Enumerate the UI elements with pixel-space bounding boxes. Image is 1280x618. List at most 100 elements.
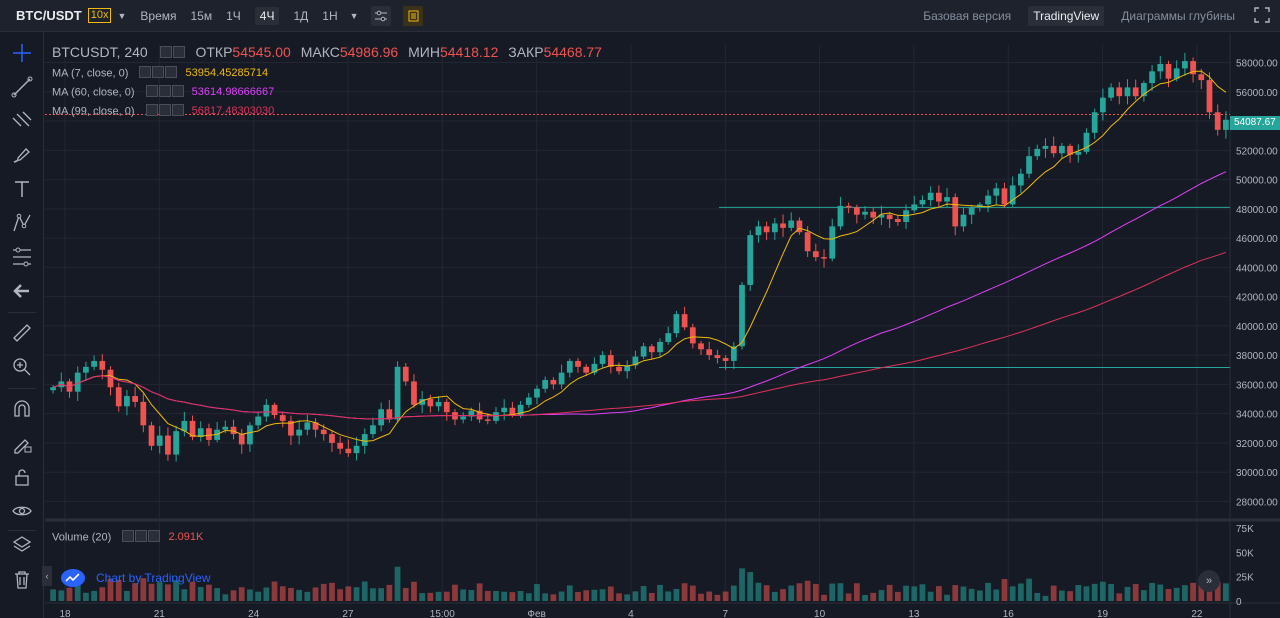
volume-bar (1182, 585, 1188, 601)
candle-body (1001, 188, 1008, 205)
volume-buttons[interactable] (122, 530, 161, 545)
volume-bar (312, 587, 319, 601)
candle-body (730, 346, 737, 361)
ma60-value: 53614.98666667 (191, 86, 275, 99)
fib-tool-icon[interactable] (11, 110, 33, 132)
indicator-settings-icon[interactable] (370, 5, 391, 26)
volume-bar (230, 590, 237, 601)
open-value: 54545.00 (232, 44, 291, 60)
candle-body (337, 442, 344, 449)
candle-body (624, 365, 631, 372)
scroll-to-end-icon[interactable]: » (1198, 570, 1220, 592)
volume-bar (1091, 583, 1098, 601)
volume-bar (960, 586, 967, 601)
arrow-left-icon[interactable] (11, 280, 33, 302)
volume-bar (812, 583, 819, 601)
volume-bar (894, 591, 901, 601)
chevron-down-icon[interactable]: ▼ (349, 10, 359, 21)
collapse-arrow-icon[interactable]: ‹ (42, 566, 52, 586)
volume-bar (714, 594, 721, 601)
volume-bar (952, 585, 959, 601)
ma99-buttons[interactable] (145, 104, 185, 119)
volume-tick-label: 25K (1236, 573, 1254, 584)
candle-body (378, 409, 385, 426)
candle-body (599, 355, 606, 364)
eye-icon[interactable] (11, 500, 33, 522)
magnet-icon[interactable] (11, 398, 33, 420)
volume-bar (1034, 592, 1041, 601)
ruler-icon[interactable] (11, 322, 33, 344)
candle-body (288, 420, 294, 436)
volume-bar (1116, 593, 1123, 601)
candle-body (763, 226, 770, 233)
timeframe-3[interactable]: 4Ч (254, 6, 280, 25)
timeframe-2[interactable]: 1Ч (226, 8, 241, 23)
volume-bar (780, 589, 786, 601)
candle-body (394, 366, 401, 420)
order-book-icon[interactable] (402, 5, 423, 26)
volume-bar (583, 590, 590, 601)
ma60-legend: MA (60, close, 0) 53614.98666667 (52, 85, 274, 100)
view-tab-2[interactable]: Диаграммы глубины (1121, 9, 1235, 23)
candle-body (509, 407, 516, 416)
volume-bar (870, 592, 877, 601)
volume-tick-label: 75K (1236, 524, 1254, 535)
volume-bar (353, 587, 360, 601)
symbol-label[interactable]: BTC/USDT (16, 8, 82, 23)
view-tab-0[interactable]: Базовая версия (923, 9, 1012, 23)
volume-bar (566, 585, 573, 601)
candle-body (837, 205, 844, 227)
candle-body (919, 200, 926, 205)
volume-bar (763, 585, 770, 601)
legend-buttons[interactable] (159, 45, 186, 61)
volume-bar (935, 586, 942, 601)
volume-bar (197, 587, 204, 601)
text-tool-icon[interactable] (11, 178, 33, 200)
layers-icon[interactable] (11, 534, 33, 556)
volume-bar (402, 587, 409, 601)
candle-body (566, 360, 573, 373)
volume-bar (927, 591, 934, 601)
volume-bar (1214, 581, 1221, 601)
volume-bar (509, 592, 516, 601)
lock-drawing-icon[interactable] (11, 432, 33, 454)
pattern-icon[interactable] (11, 212, 33, 234)
zoom-in-icon[interactable] (11, 356, 33, 378)
candle-body (878, 214, 885, 218)
timeframe-5[interactable]: 1Н (322, 8, 338, 23)
ma99-label: MA (99, close, 0) (52, 105, 135, 118)
ma7-buttons[interactable] (139, 66, 178, 81)
volume-bar (427, 592, 434, 601)
candle-body (501, 407, 508, 413)
lock-icon[interactable] (11, 466, 33, 488)
volume-bar (1050, 585, 1057, 601)
candle-body (247, 425, 253, 445)
timeframe-0[interactable]: Время (140, 8, 177, 23)
trash-icon[interactable] (11, 568, 33, 590)
volume-bar (255, 591, 262, 601)
candle-body (468, 410, 475, 417)
brush-icon[interactable] (11, 144, 33, 166)
ma60-buttons[interactable] (145, 85, 185, 100)
view-tab-1[interactable]: TradingView (1028, 6, 1105, 26)
candle-body (698, 343, 704, 350)
timeframe-4[interactable]: 1Д (293, 8, 309, 23)
fullscreen-icon[interactable] (1254, 7, 1270, 28)
candle-body (583, 366, 590, 373)
candle-body (1034, 148, 1041, 157)
candle-body (460, 416, 467, 420)
price-chart[interactable]: 58000.0056000.0054000.0052000.0050000.00… (45, 33, 1280, 618)
time-tick-label: 16 (1003, 609, 1015, 618)
volume-bar (1132, 584, 1139, 601)
volume-bar (181, 589, 188, 601)
prediction-icon[interactable] (11, 246, 33, 268)
tradingview-logo-icon (61, 569, 85, 587)
volume-label: Volume (20) (52, 531, 112, 544)
tradingview-watermark[interactable]: Chart by TradingView (60, 568, 211, 588)
chevron-down-icon[interactable]: ▼ (117, 10, 127, 21)
candle-body (1059, 145, 1065, 154)
candle-body (1042, 145, 1049, 149)
trend-line-icon[interactable] (11, 76, 33, 98)
timeframe-1[interactable]: 15м (190, 8, 213, 23)
crosshair-icon[interactable] (11, 42, 33, 64)
